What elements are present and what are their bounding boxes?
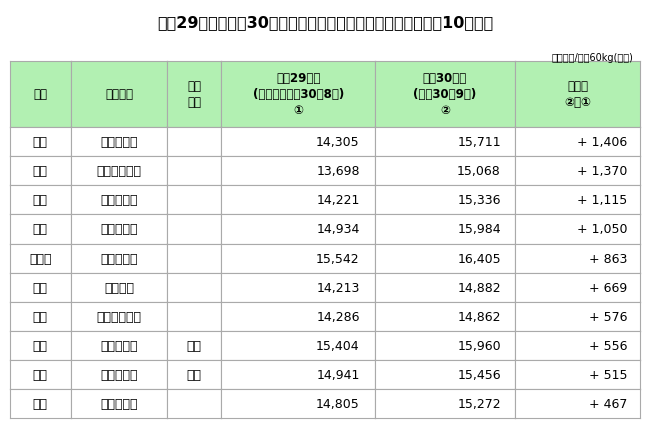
Text: キヌヒカリ: キヌヒカリ bbox=[100, 194, 138, 207]
Text: 14,941: 14,941 bbox=[317, 368, 359, 381]
Text: + 556: + 556 bbox=[589, 339, 628, 352]
Text: 14,862: 14,862 bbox=[458, 310, 501, 323]
Text: 15,068: 15,068 bbox=[457, 165, 501, 178]
Text: 産地: 産地 bbox=[33, 88, 47, 101]
Text: コシヒカリ: コシヒカリ bbox=[100, 252, 138, 265]
Text: 三重: 三重 bbox=[32, 368, 47, 381]
Text: 佐賀: 佐賀 bbox=[32, 281, 47, 294]
Text: + 1,406: + 1,406 bbox=[577, 136, 628, 149]
Text: 14,934: 14,934 bbox=[317, 223, 359, 236]
Text: 13,698: 13,698 bbox=[317, 165, 359, 178]
Text: 15,711: 15,711 bbox=[457, 136, 501, 149]
Text: 14,286: 14,286 bbox=[317, 310, 359, 323]
Text: 15,404: 15,404 bbox=[316, 339, 359, 352]
Text: コシヒカリ: コシヒカリ bbox=[100, 368, 138, 381]
Text: 価格差
②－①: 価格差 ②－① bbox=[564, 80, 591, 109]
Text: + 576: + 576 bbox=[589, 310, 628, 323]
Text: + 669: + 669 bbox=[590, 281, 628, 294]
Text: 15,542: 15,542 bbox=[316, 252, 359, 265]
Text: + 467: + 467 bbox=[590, 397, 628, 410]
Text: コシヒカリ: コシヒカリ bbox=[100, 339, 138, 352]
Text: + 863: + 863 bbox=[590, 252, 628, 265]
Text: 15,336: 15,336 bbox=[458, 194, 501, 207]
Text: 徳島: 徳島 bbox=[32, 194, 47, 207]
Text: 14,221: 14,221 bbox=[317, 194, 359, 207]
Text: コシヒカリ: コシヒカリ bbox=[100, 397, 138, 410]
Text: 地域
区分: 地域 区分 bbox=[187, 80, 202, 109]
Text: 香川: 香川 bbox=[32, 397, 47, 410]
Text: 愛媛: 愛媛 bbox=[32, 165, 47, 178]
Text: 15,960: 15,960 bbox=[457, 339, 501, 352]
Text: 単位：円/玄米60kg(税込): 単位：円/玄米60kg(税込) bbox=[552, 53, 634, 63]
Text: コシヒカリ: コシヒカリ bbox=[100, 136, 138, 149]
Text: 14,213: 14,213 bbox=[317, 281, 359, 294]
Text: 三重: 三重 bbox=[32, 339, 47, 352]
Text: 平成30年産
(平成30年9月)
②: 平成30年産 (平成30年9月) ② bbox=[413, 72, 476, 117]
Text: 広島: 広島 bbox=[32, 223, 47, 236]
Text: + 1,370: + 1,370 bbox=[577, 165, 628, 178]
Text: 14,305: 14,305 bbox=[316, 136, 359, 149]
Text: 15,456: 15,456 bbox=[457, 368, 501, 381]
Text: 15,984: 15,984 bbox=[457, 223, 501, 236]
Text: 14,805: 14,805 bbox=[316, 397, 359, 410]
Text: 15,272: 15,272 bbox=[457, 397, 501, 410]
Text: + 1,050: + 1,050 bbox=[577, 223, 628, 236]
Text: 岐阜: 岐阜 bbox=[32, 310, 47, 323]
Text: 16,405: 16,405 bbox=[457, 252, 501, 265]
Text: あきたこまち: あきたこまち bbox=[96, 165, 142, 178]
Text: コシヒカリ: コシヒカリ bbox=[100, 223, 138, 236]
Text: 一般: 一般 bbox=[187, 368, 202, 381]
Text: 夢しずく: 夢しずく bbox=[104, 281, 134, 294]
Text: 平成29年産と平成30年産の価格差（相対取引価格上昇幅上位10銘柄）: 平成29年産と平成30年産の価格差（相対取引価格上昇幅上位10銘柄） bbox=[157, 15, 493, 30]
Text: + 515: + 515 bbox=[589, 368, 628, 381]
Text: あきたこまち: あきたこまち bbox=[96, 310, 142, 323]
Text: 愛媛: 愛媛 bbox=[32, 136, 47, 149]
Text: + 1,115: + 1,115 bbox=[577, 194, 628, 207]
Text: 伊賀: 伊賀 bbox=[187, 339, 202, 352]
Text: 14,882: 14,882 bbox=[457, 281, 501, 294]
Text: 品種銘柄: 品種銘柄 bbox=[105, 88, 133, 101]
Text: 平成29年産
(出回り～平成30年8月)
①: 平成29年産 (出回り～平成30年8月) ① bbox=[252, 72, 344, 117]
Text: 鹿児島: 鹿児島 bbox=[29, 252, 51, 265]
